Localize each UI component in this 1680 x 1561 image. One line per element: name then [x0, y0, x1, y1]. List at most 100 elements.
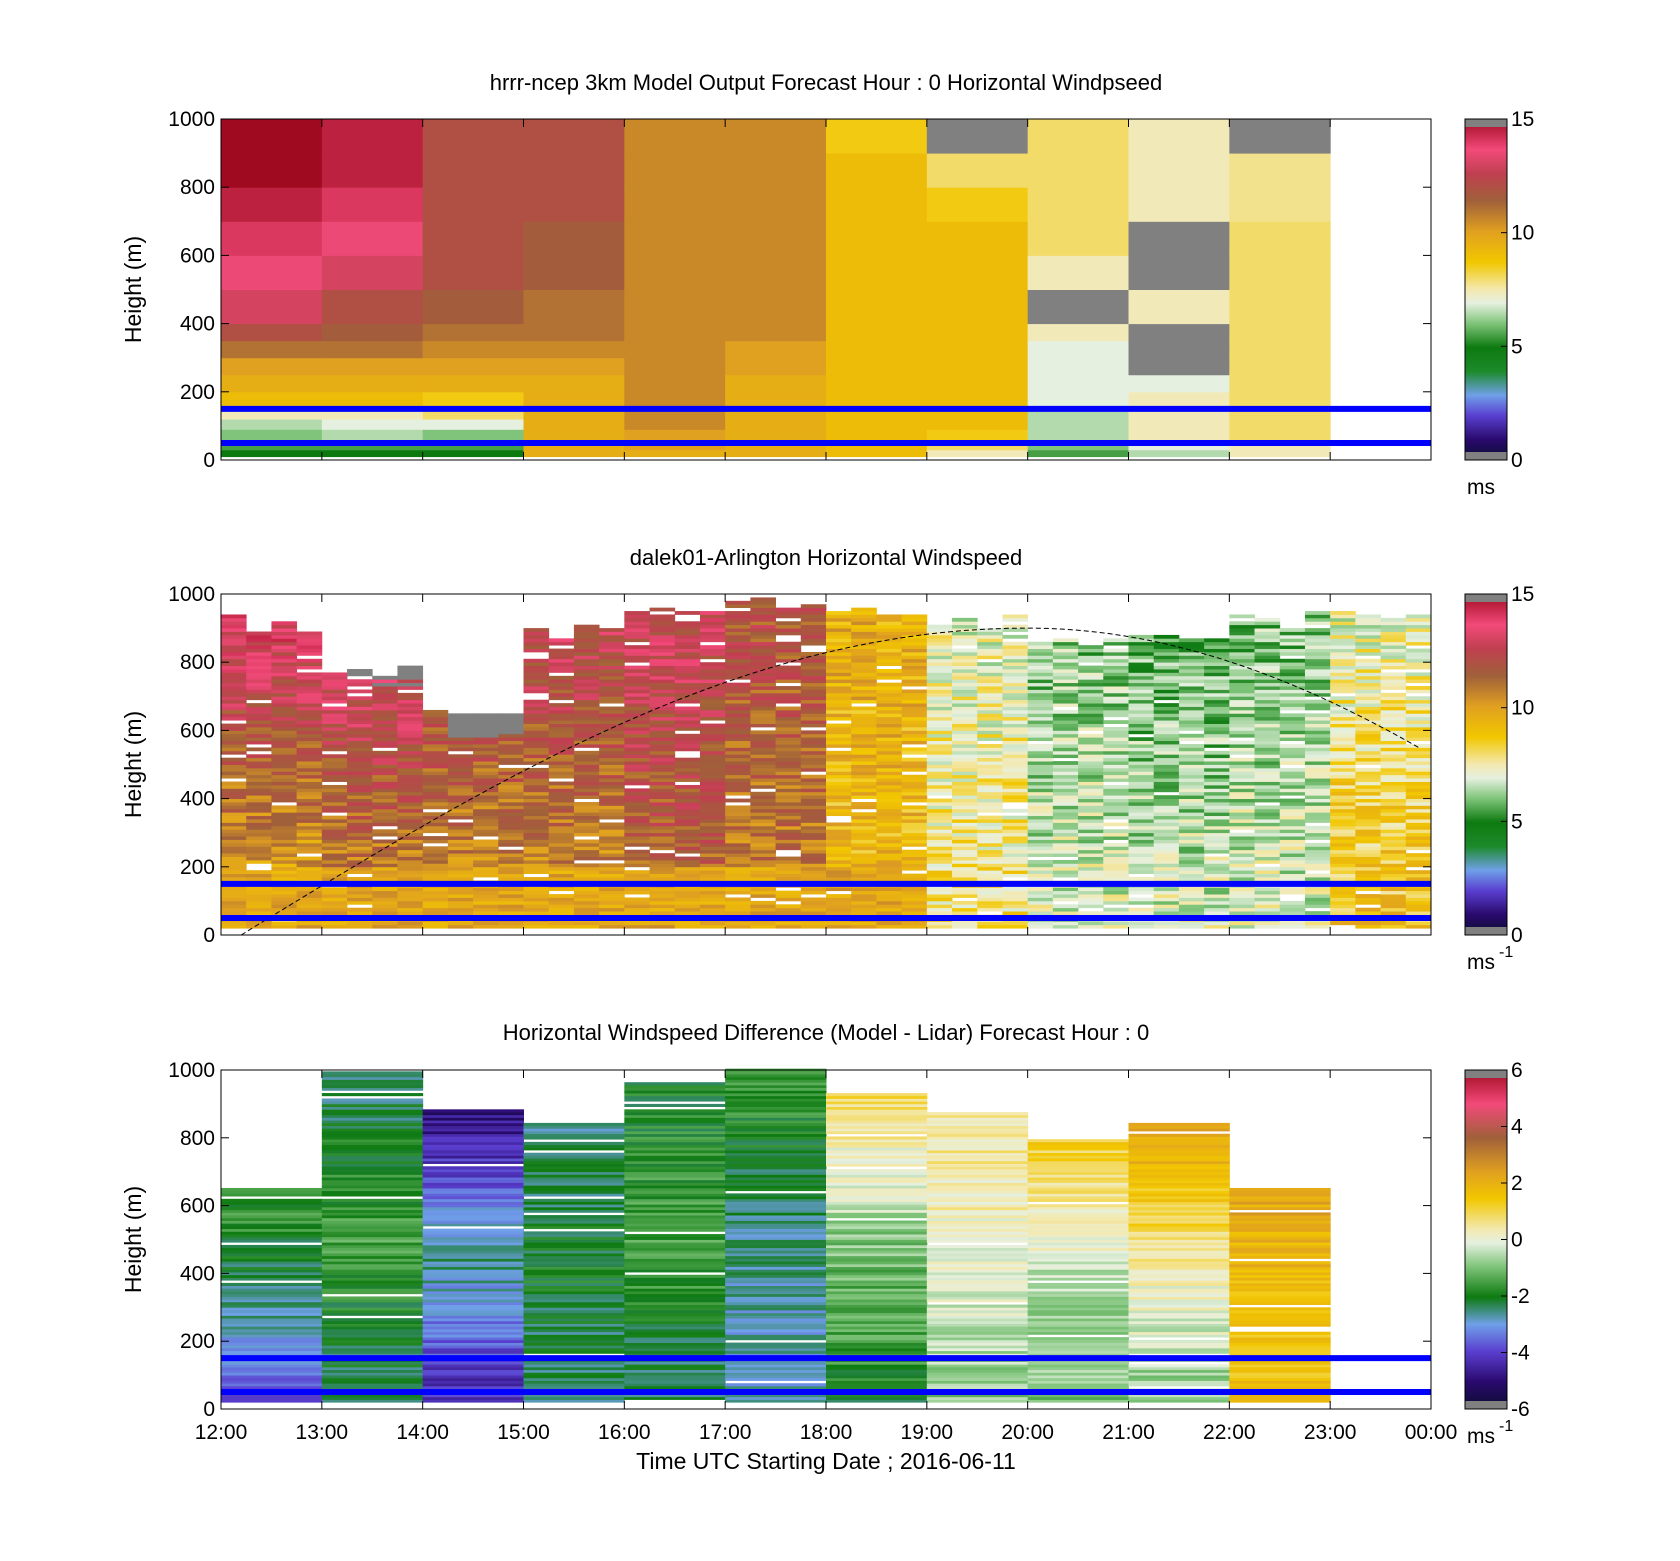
heatmap-cell	[1153, 655, 1180, 660]
heatmap-cell	[725, 658, 751, 663]
heatmap-cell	[422, 1263, 524, 1268]
heatmap-cell	[1380, 781, 1407, 786]
heatmap-cell	[498, 842, 524, 847]
heatmap-cell	[725, 1177, 827, 1181]
heatmap-cell	[246, 846, 272, 851]
heatmap-cell	[1405, 634, 1432, 639]
heatmap-cell	[1229, 621, 1255, 626]
heatmap-cell	[1279, 784, 1306, 789]
heatmap-cell	[246, 870, 272, 875]
heatmap-cell	[1078, 856, 1104, 861]
heatmap-cell	[1254, 819, 1281, 823]
heatmap-cell	[1078, 658, 1104, 663]
heatmap-cell	[826, 1304, 928, 1308]
heatmap-cell	[498, 716, 524, 721]
heatmap-cell	[599, 788, 625, 793]
heatmap-cell	[952, 921, 978, 926]
heatmap-cell	[851, 634, 877, 639]
heatmap-cell	[1254, 733, 1281, 738]
heatmap-cell	[977, 716, 1003, 721]
heatmap-cell	[321, 1334, 424, 1338]
heatmap-cell	[624, 1253, 726, 1257]
heatmap-cell	[1103, 849, 1129, 854]
heatmap-cell	[422, 1228, 524, 1232]
heatmap-cell	[372, 887, 398, 892]
heatmap-cell	[347, 812, 373, 817]
heatmap-cell	[523, 856, 550, 861]
heatmap-cell	[1103, 744, 1129, 748]
heatmap-cell	[851, 774, 877, 779]
heatmap-cell	[1229, 730, 1255, 735]
heatmap-cell	[952, 638, 978, 643]
heatmap-cell	[1078, 761, 1104, 765]
heatmap-cell	[1027, 863, 1054, 868]
heatmap-cell	[422, 1312, 524, 1316]
heatmap-cell	[1380, 849, 1407, 854]
heatmap-cell	[977, 713, 1003, 718]
heatmap-cell	[1002, 897, 1029, 902]
heatmap-cell	[548, 655, 575, 660]
heatmap-cell	[926, 187, 1029, 222]
heatmap-cell	[750, 658, 776, 663]
heatmap-cell	[926, 788, 953, 793]
heatmap-cell	[1153, 815, 1180, 820]
heatmap-cell	[725, 747, 751, 752]
heatmap-cell	[347, 849, 373, 854]
heatmap-cell	[1229, 822, 1255, 827]
heatmap-cell	[952, 812, 978, 817]
heatmap-cell	[977, 634, 1003, 639]
heatmap-cell	[1128, 651, 1155, 656]
heatmap-cell	[725, 1250, 827, 1254]
heatmap-cell	[725, 924, 751, 929]
heatmap-cell	[296, 726, 323, 731]
heatmap-cell	[725, 1141, 827, 1145]
heatmap-cell	[523, 907, 550, 912]
heatmap-cell	[1078, 726, 1104, 731]
heatmap-cell	[926, 819, 953, 823]
heatmap-cell	[548, 825, 575, 830]
heatmap-cell	[1103, 737, 1129, 742]
heatmap-cell	[1229, 849, 1255, 854]
heatmap-cell	[649, 648, 676, 653]
heatmap-cell	[725, 1399, 827, 1403]
heatmap-cell	[221, 289, 323, 325]
heatmap-cell	[321, 1128, 424, 1132]
heatmap-cell	[851, 669, 877, 673]
heatmap-cell	[1405, 870, 1432, 875]
heatmap-cell	[952, 836, 978, 840]
heatmap-cell	[422, 1166, 524, 1170]
heatmap-cell	[1002, 890, 1029, 895]
heatmap-cell	[1279, 812, 1306, 817]
heatmap-cell	[548, 887, 575, 892]
heatmap-cell	[826, 757, 852, 762]
heatmap-cell	[599, 665, 625, 670]
heatmap-cell	[901, 709, 928, 714]
heatmap-cell	[1229, 449, 1331, 458]
heatmap-cell	[523, 859, 550, 864]
heatmap-cell	[523, 1299, 625, 1303]
heatmap-cell	[775, 754, 802, 759]
heatmap-cell	[750, 713, 776, 718]
heatmap-cell	[599, 689, 625, 694]
heatmap-cell	[1304, 716, 1331, 721]
heatmap-cell	[1002, 651, 1029, 656]
heatmap-cell	[1355, 924, 1381, 929]
heatmap-cell	[1254, 750, 1281, 755]
heatmap-cell	[1103, 856, 1129, 861]
heatmap-cell	[674, 836, 701, 840]
heatmap-cell	[1330, 846, 1356, 851]
heatmap-cell	[750, 607, 776, 612]
heatmap-cell	[725, 672, 751, 677]
heatmap-cell	[1052, 689, 1079, 694]
heatmap-cell	[498, 921, 524, 926]
heatmap-cell	[725, 798, 751, 803]
heatmap-cell	[725, 655, 751, 660]
heatmap-cell	[750, 750, 776, 755]
heatmap-cell	[372, 699, 398, 704]
heatmap-cell	[1027, 720, 1054, 724]
heatmap-cell	[1002, 849, 1029, 854]
heatmap-cell	[649, 887, 676, 892]
heatmap-cell	[1178, 706, 1205, 711]
heatmap-cell	[498, 836, 524, 840]
heatmap-cell	[573, 716, 600, 721]
